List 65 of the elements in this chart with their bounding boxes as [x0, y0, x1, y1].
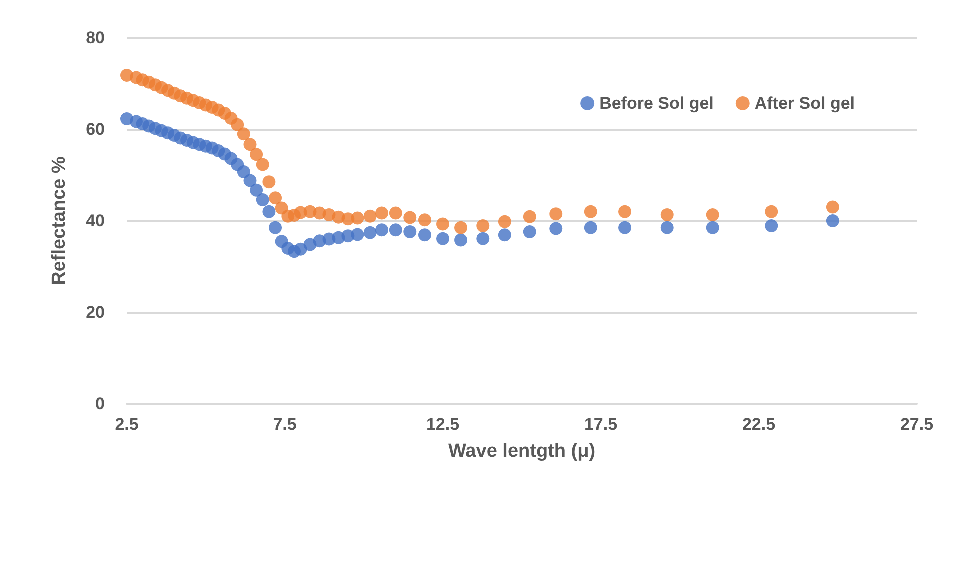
point: [498, 228, 512, 242]
point: [523, 210, 536, 224]
point: [706, 208, 720, 222]
x-tick-label: 27.5: [900, 415, 934, 434]
point: [498, 215, 512, 228]
point: [404, 225, 417, 238]
point: [523, 225, 536, 238]
point: [765, 205, 778, 218]
x-tick-label: 7.5: [273, 415, 297, 434]
point: [584, 205, 598, 218]
point: [765, 220, 778, 233]
point: [231, 118, 244, 132]
point: [826, 200, 840, 214]
point: [237, 128, 250, 141]
point: [826, 214, 840, 228]
point: [269, 221, 282, 234]
point: [389, 206, 402, 220]
y-tick-label: 40: [86, 212, 105, 230]
point: [364, 210, 377, 223]
point: [250, 184, 264, 197]
point: [351, 212, 364, 225]
point: [584, 221, 598, 234]
point: [418, 228, 432, 242]
point: [250, 148, 264, 162]
legend-label: After Sol gel: [754, 94, 855, 113]
legend-label: Before Sol gel: [600, 94, 714, 113]
point: [550, 222, 563, 236]
point: [262, 176, 276, 189]
point: [550, 208, 563, 221]
y-tick-label: 20: [86, 303, 105, 322]
point: [660, 208, 674, 222]
point: [618, 205, 632, 218]
y-axis-title: Reflectance %: [49, 156, 70, 286]
point: [454, 234, 468, 247]
point: [476, 232, 490, 246]
point: [294, 242, 308, 256]
point: [376, 206, 389, 220]
point: [244, 138, 257, 152]
point: [454, 221, 468, 234]
x-tick-label: 12.5: [426, 415, 460, 434]
point: [364, 226, 377, 240]
point: [618, 221, 632, 234]
x-tick-label: 22.5: [742, 415, 776, 434]
point: [404, 211, 417, 224]
point: [436, 218, 450, 231]
point: [389, 224, 402, 237]
y-tick-label: 60: [86, 120, 105, 139]
point: [269, 192, 282, 205]
point: [244, 174, 257, 188]
x-tick-label: 17.5: [584, 415, 618, 434]
point: [418, 214, 432, 227]
x-tick-label: 2.5: [115, 415, 139, 434]
point: [237, 166, 250, 179]
point: [256, 193, 270, 206]
point: [256, 158, 270, 172]
point: [660, 221, 674, 234]
point: [706, 221, 720, 234]
point: [436, 232, 450, 246]
y-tick-label: 0: [96, 394, 105, 414]
point: [376, 224, 389, 237]
x-axis-title: Wave lentgth (μ): [448, 441, 596, 462]
y-tick-label: 80: [86, 28, 105, 48]
point: [351, 228, 364, 242]
point: [262, 205, 276, 218]
point: [476, 220, 490, 233]
